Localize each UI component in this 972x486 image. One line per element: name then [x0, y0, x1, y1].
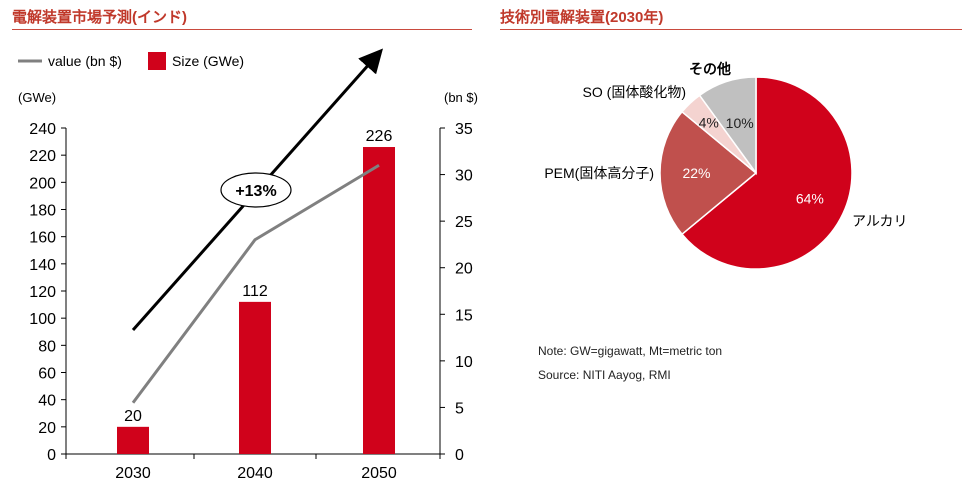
legend-bar-label: Size (GWe) [172, 53, 244, 69]
left-panel-rule [12, 29, 472, 30]
pie-slice-value-label: 64% [796, 190, 824, 206]
right-y-tick-label: 25 [455, 214, 473, 231]
right-panel-rule [500, 29, 962, 30]
value-series-line [131, 163, 380, 404]
left-y-tick-label: 120 [29, 284, 56, 301]
left-y-tick-label: 0 [47, 447, 56, 464]
right-y-tick-label: 15 [455, 307, 473, 324]
right-y-tick-label: 35 [455, 121, 473, 138]
left-y-tick-label: 240 [29, 121, 56, 138]
bar-data-label: 20 [124, 408, 142, 425]
bar [239, 301, 271, 454]
bar [117, 426, 149, 454]
pie-slice [680, 76, 853, 270]
pie-slice-value-label: 10% [726, 115, 754, 131]
pie-slice-name-label: その他 [689, 61, 731, 77]
left-y-tick-label: 20 [38, 420, 56, 437]
bar-data-label: 226 [366, 128, 393, 145]
bar-data-label: 112 [242, 283, 268, 300]
x-tick-label: 2050 [361, 465, 397, 482]
right-y-tick-label: 30 [455, 168, 473, 185]
source-text: Source: NITI Aayog, RMI [538, 368, 671, 382]
pie-slice-name-label: アルカリ [852, 213, 907, 229]
right-y-unit-label: (bn $) [444, 90, 478, 105]
left-y-tick-label: 100 [29, 311, 56, 328]
bar [363, 147, 395, 454]
right-y-tick-label: 10 [455, 354, 473, 371]
left-y-unit-label: (GWe) [18, 90, 56, 105]
left-y-tick-label: 180 [29, 203, 56, 220]
note-text: Note: GW=gigawatt, Mt=metric ton [538, 344, 723, 358]
pie-slice [698, 76, 757, 176]
left-y-tick-label: 160 [29, 230, 56, 247]
right-y-tick-label: 20 [455, 261, 473, 278]
right-panel-title: 技術別電解装置(2030年) [500, 9, 664, 26]
pie-slice-name-label: PEM(固体高分子) [544, 165, 654, 181]
legend-line-label: value (bn $) [48, 53, 122, 69]
x-tick-label: 2030 [115, 465, 151, 482]
left-y-tick-label: 60 [38, 366, 56, 383]
pie-slice-value-label: 4% [699, 115, 719, 131]
left-y-tick-label: 140 [29, 257, 56, 274]
left-panel-title: 電解装置市場予測(インド) [12, 9, 187, 26]
growth-annotation-label: +13% [235, 183, 276, 200]
growth-annotation-ellipse [220, 172, 292, 208]
left-y-tick-label: 200 [29, 175, 56, 192]
left-y-tick-label: 80 [38, 338, 56, 355]
right-y-tick-label: 5 [455, 400, 464, 417]
pie-slice-name-label: SO (固体酸化物) [583, 84, 686, 100]
left-y-tick-label: 40 [38, 393, 56, 410]
legend-bar-swatch [148, 52, 166, 70]
x-tick-label: 2040 [237, 465, 273, 482]
left-y-tick-label: 220 [29, 148, 56, 165]
pie-slice-value-label: 22% [682, 165, 710, 181]
pie-slice [659, 110, 758, 236]
right-y-tick-label: 0 [455, 447, 464, 464]
